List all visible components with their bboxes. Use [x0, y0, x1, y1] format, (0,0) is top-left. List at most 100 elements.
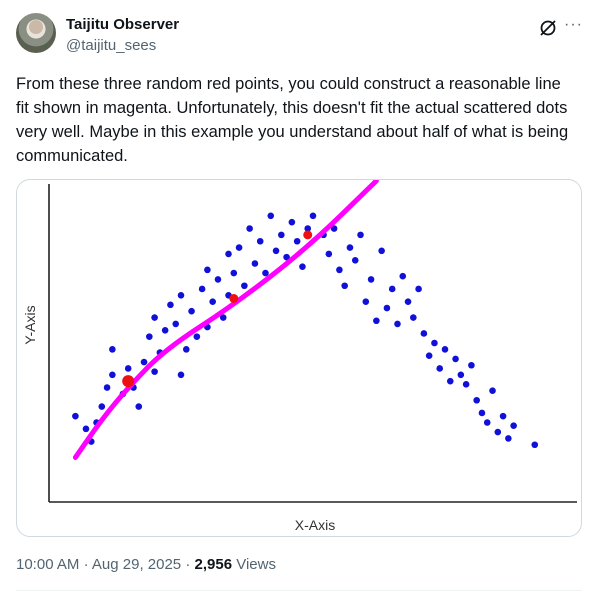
tweet-media-chart[interactable]: Y-Axis X-Axis — [16, 179, 582, 537]
scatter-point — [431, 339, 438, 347]
tweet-date[interactable]: Aug 29, 2025 — [91, 556, 182, 573]
scatter-point — [494, 428, 502, 436]
scatter-point — [72, 412, 79, 420]
scatter-point — [341, 282, 348, 290]
scatter-point — [109, 371, 116, 379]
scatter-point — [219, 314, 227, 321]
scatter-point — [304, 225, 312, 232]
x-axis-label: X-Axis — [295, 517, 335, 533]
tweet-meta: 10:00 AM · Aug 29, 2025 · 2,956 Views — [16, 556, 276, 573]
divider — [16, 590, 582, 591]
scatter-point — [462, 381, 470, 388]
scatter-point — [351, 257, 359, 264]
scatter-point — [167, 301, 174, 309]
scatter-point — [299, 263, 306, 270]
scatter-point — [346, 244, 354, 251]
scatter-point — [230, 269, 238, 277]
scatter-point — [325, 250, 333, 258]
scatter-point — [478, 409, 486, 417]
scatter-point — [198, 285, 206, 293]
scatter-point — [489, 387, 496, 394]
scatter-point — [262, 269, 269, 277]
scatter-point — [214, 276, 222, 283]
scatter-point — [373, 317, 380, 325]
scatter-point — [151, 314, 158, 321]
scatter-point — [193, 333, 201, 340]
scatter-point — [441, 346, 449, 353]
scatter-point — [499, 412, 507, 420]
scatter-point — [483, 419, 491, 426]
scatter-point — [378, 247, 385, 255]
scatter-chart: Y-Axis X-Axis — [22, 180, 577, 533]
scatter-point — [103, 384, 111, 391]
scatter-point — [140, 358, 148, 366]
scatter-point — [146, 333, 153, 340]
scatter-point — [256, 237, 264, 245]
scatter-point — [410, 314, 417, 321]
scatter-point — [288, 218, 296, 226]
scatter-point — [135, 403, 143, 410]
scatter-point — [124, 365, 132, 372]
views-count: 2,956 — [194, 556, 233, 573]
scatter-point — [425, 352, 433, 360]
scatter-point — [383, 304, 391, 312]
scatter-point — [388, 285, 396, 293]
grok-icon[interactable] — [538, 18, 558, 38]
scatter-point — [309, 212, 317, 220]
scatter-point — [246, 225, 253, 232]
scatter-point — [394, 320, 401, 328]
scatter-point — [362, 298, 370, 305]
scatter-point — [473, 396, 480, 404]
scatter-point — [468, 361, 475, 369]
scatter-point — [283, 253, 290, 261]
more-icon[interactable]: ··· — [564, 16, 583, 33]
views-label: Views — [236, 556, 276, 573]
meta-separator: · — [83, 556, 89, 573]
red-point — [229, 293, 239, 303]
scatter-point — [457, 371, 465, 379]
scatter-point — [505, 435, 512, 442]
meta-separator: · — [185, 556, 191, 573]
scatter-point — [272, 247, 280, 255]
scatter-point — [82, 425, 90, 433]
scatter-point — [177, 371, 185, 379]
author-name[interactable]: Taijitu Observer — [66, 16, 180, 33]
scatter-point — [367, 276, 375, 283]
scatter-point — [436, 365, 444, 372]
scatter-point — [293, 237, 301, 245]
scatter-point — [336, 266, 343, 274]
scatter-point — [452, 355, 459, 363]
tweet-header: Taijitu Observer @taijitu_sees ··· — [16, 13, 582, 61]
scatter-point — [204, 266, 211, 274]
scatter-point — [399, 272, 407, 280]
red-point — [303, 230, 313, 240]
scatter-point — [235, 244, 243, 251]
scatter-point — [109, 346, 116, 353]
scatter-point — [357, 231, 364, 239]
scatter-point — [151, 368, 158, 375]
scatter-point — [177, 292, 185, 299]
tweet-text: From these three random red points, you … — [16, 75, 569, 165]
scatter-point — [278, 231, 285, 239]
scatter-point — [188, 307, 195, 315]
scatter-point — [251, 260, 259, 267]
scatter-point — [330, 225, 338, 232]
scatter-point — [209, 298, 216, 305]
scatter-point — [415, 285, 422, 293]
scatter-point — [267, 212, 275, 220]
scatter-point — [404, 298, 412, 305]
fit-line — [72, 180, 379, 460]
scatter-point — [510, 422, 517, 429]
author-handle[interactable]: @taijitu_sees — [66, 37, 157, 54]
tweet-time[interactable]: 10:00 AM — [16, 556, 80, 573]
red-point — [122, 375, 135, 388]
scatter-point — [98, 403, 106, 410]
scatter-point — [241, 282, 248, 290]
scatter-point — [225, 250, 232, 258]
scatter-point — [172, 320, 180, 328]
avatar[interactable] — [16, 13, 56, 53]
y-axis-label: Y-Axis — [22, 305, 38, 344]
scatter-point — [420, 330, 428, 337]
scatter-point — [161, 326, 169, 334]
scatter-point — [531, 441, 539, 449]
